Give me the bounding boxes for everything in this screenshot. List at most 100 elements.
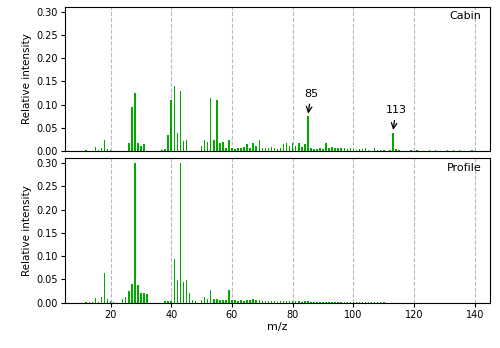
Bar [244,301,245,303]
Bar [131,284,132,303]
Text: 113: 113 [386,105,406,128]
Bar [319,149,321,151]
Bar [371,302,372,303]
Bar [201,146,202,151]
Bar [122,299,124,303]
Bar [286,143,288,151]
Bar [356,150,357,151]
Bar [225,300,226,303]
Bar [204,297,206,303]
Bar [334,149,336,151]
Bar [283,301,284,303]
Bar [94,298,96,303]
Bar [240,300,242,303]
Bar [86,302,87,303]
Bar [104,272,105,303]
Bar [368,302,370,303]
Text: 85: 85 [304,89,318,112]
Bar [195,301,196,303]
Bar [131,107,132,151]
Bar [274,149,275,151]
Bar [170,100,172,151]
Bar [204,140,206,151]
Bar [268,301,269,303]
Bar [207,142,208,151]
Bar [283,144,284,151]
Bar [143,144,144,151]
Bar [326,143,327,151]
Bar [134,93,136,151]
Bar [252,143,254,151]
Bar [168,135,169,151]
Bar [162,150,163,151]
Bar [338,302,339,303]
Bar [201,300,202,303]
Bar [170,301,172,303]
Bar [334,302,336,303]
X-axis label: m/z: m/z [267,323,288,332]
Bar [292,301,294,303]
Text: Profile: Profile [447,163,482,173]
Bar [434,150,436,151]
Bar [268,149,269,151]
Bar [389,150,390,151]
Bar [368,150,370,151]
Bar [280,301,281,303]
Bar [143,293,144,303]
Bar [182,282,184,303]
Bar [234,300,236,303]
Bar [301,147,302,151]
Bar [428,150,430,151]
Bar [176,133,178,151]
Bar [256,300,257,303]
Bar [258,140,260,151]
Bar [365,302,366,303]
Bar [134,163,136,303]
Bar [326,302,327,303]
Bar [298,143,300,151]
Bar [246,144,248,151]
Bar [256,146,257,151]
Bar [216,100,218,151]
Bar [137,143,138,151]
Bar [274,301,275,303]
Bar [231,148,232,151]
Bar [276,302,278,303]
Bar [176,280,178,303]
Bar [350,149,351,151]
Bar [210,98,212,151]
Bar [104,140,105,151]
Bar [416,150,418,151]
Bar [340,302,342,303]
Bar [213,299,214,303]
Bar [250,149,251,151]
Bar [262,301,263,303]
Bar [304,144,306,151]
Bar [128,143,130,151]
Bar [244,147,245,151]
Text: Cabin: Cabin [450,11,482,21]
Bar [238,148,239,151]
Bar [219,300,220,303]
Y-axis label: Relative intensity: Relative intensity [22,34,32,125]
Bar [94,147,96,151]
Bar [332,147,333,151]
Bar [346,149,348,151]
Bar [228,140,230,151]
Bar [328,148,330,151]
Bar [352,302,354,303]
Bar [182,141,184,151]
Bar [180,163,181,303]
Bar [459,150,460,151]
Bar [216,299,218,303]
Bar [88,302,90,303]
Bar [316,302,318,303]
Bar [471,150,472,151]
Bar [322,149,324,151]
Bar [270,147,272,151]
Bar [316,149,318,151]
Bar [92,302,93,303]
Bar [174,259,175,303]
Bar [252,299,254,303]
Bar [374,148,376,151]
